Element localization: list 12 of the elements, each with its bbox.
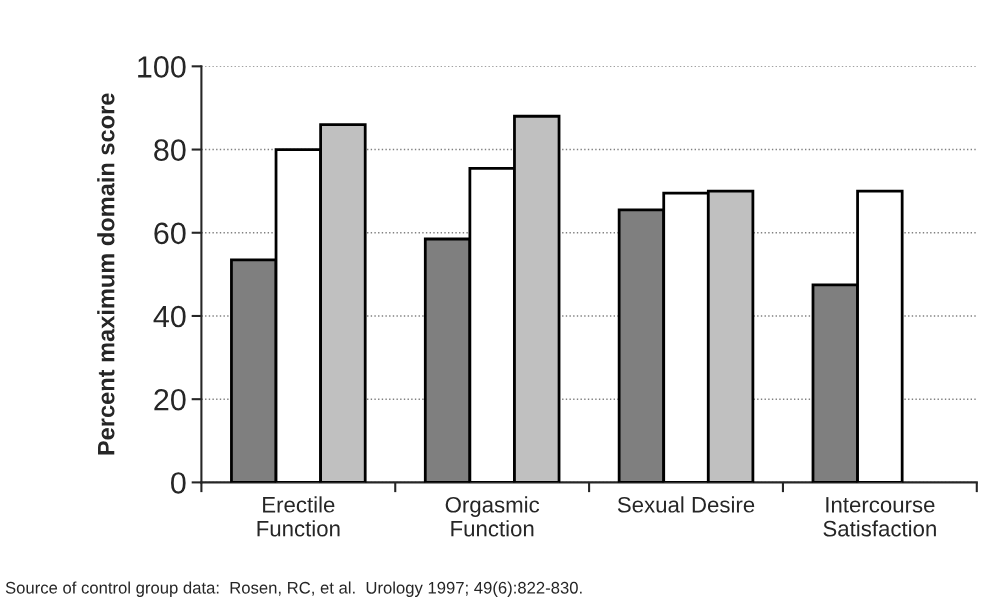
- x-tick-label: Intercourse Satisfaction: [823, 497, 936, 537]
- y-tick-label: 60: [154, 222, 186, 245]
- x-tick-label: Orgasmic Function: [445, 496, 540, 537]
- y-tick-label: 80: [154, 139, 186, 161]
- source-note: Source of control group data: Rosen, RC, et al. Urology 1997; 49(6):822-830.: [5, 581, 582, 597]
- y-tick-label: 100: [138, 56, 186, 78]
- y-tick-label: 40: [153, 305, 186, 328]
- y-axis-title: Percent maximum domain score: [97, 93, 115, 455]
- x-tick-label: Erectile Function: [257, 496, 340, 537]
- x-tick-label: Sexual Desire: [617, 496, 755, 513]
- y-tick-label: 0: [171, 472, 186, 494]
- y-tick-label: 20: [154, 388, 186, 411]
